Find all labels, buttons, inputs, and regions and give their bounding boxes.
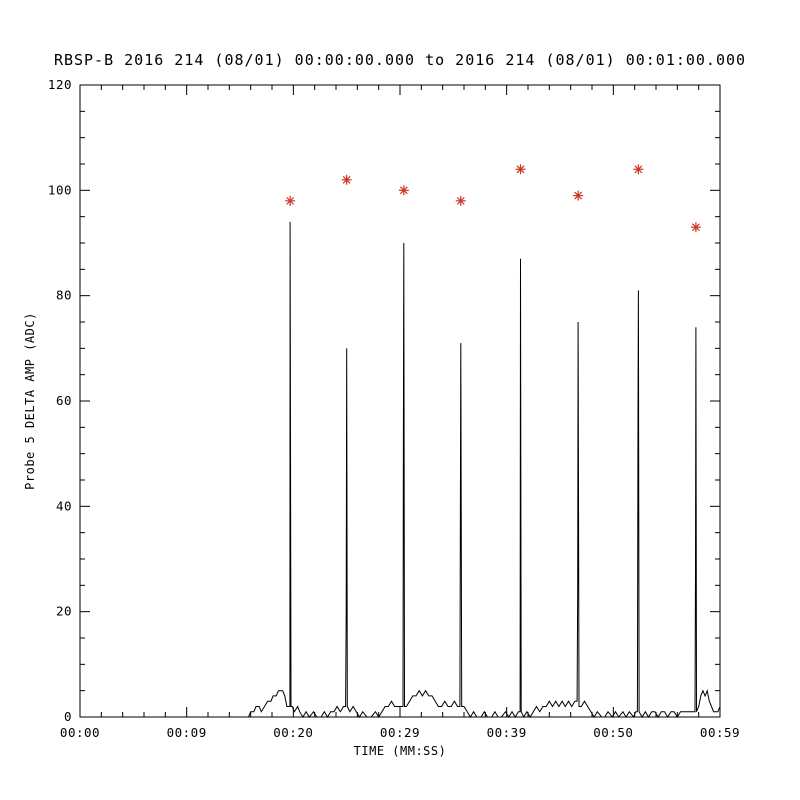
y-tick-label: 20	[56, 604, 72, 619]
x-tick-label: 00:39	[487, 725, 527, 740]
y-tick-label: 120	[48, 77, 72, 92]
peak-marker	[398, 185, 409, 196]
peak-marker	[285, 195, 296, 206]
peak-marker	[515, 164, 526, 175]
y-tick-label: 80	[56, 288, 72, 303]
x-tick-label: 00:20	[273, 725, 313, 740]
x-tick-label: 00:09	[167, 725, 207, 740]
plot-frame	[79, 84, 721, 718]
peak-marker	[633, 164, 644, 175]
x-tick-label: 00:50	[593, 725, 633, 740]
peak-marker	[341, 174, 352, 185]
y-tick-label: 40	[56, 498, 72, 513]
data-line	[248, 221, 721, 719]
y-tick-label: 0	[64, 709, 72, 724]
peak-marker	[455, 195, 466, 206]
chart-title: RBSP-B 2016 214 (08/01) 00:00:00.000 to …	[53, 51, 747, 69]
y-tick-label: 100	[48, 182, 72, 197]
x-tick-label: 00:29	[380, 725, 420, 740]
y-tick-label: 60	[56, 393, 72, 408]
peak-marker	[690, 222, 701, 233]
peak-marker	[573, 190, 584, 201]
x-tick-label: 00:59	[700, 725, 740, 740]
x-tick-label: 00:00	[60, 725, 100, 740]
x-axis-label: TIME (MM:SS)	[353, 744, 447, 758]
